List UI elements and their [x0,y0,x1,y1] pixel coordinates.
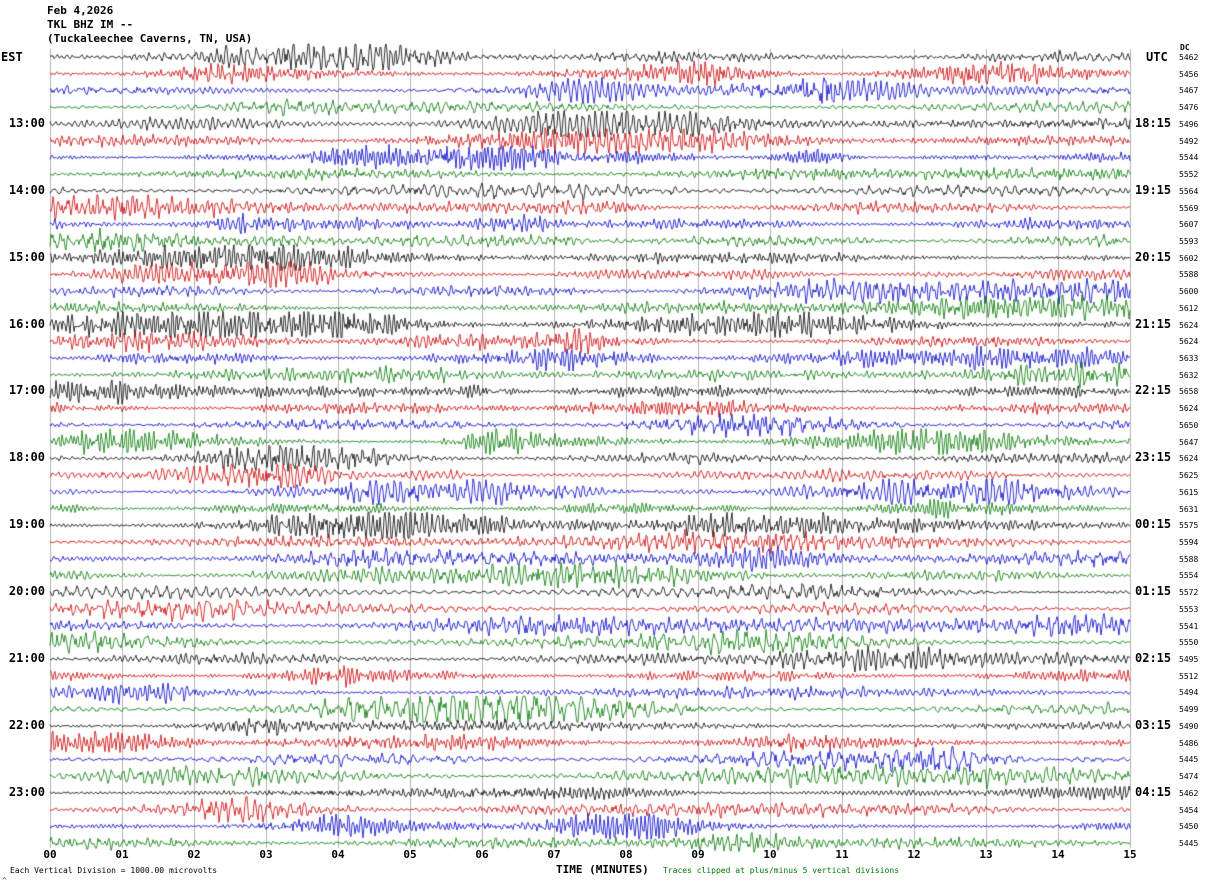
dc-value: 5554 [1179,571,1199,581]
x-tick: 03 [259,848,273,861]
header-date: Feb 4,2026 [47,4,114,17]
x-tick: 12 [907,848,921,861]
dc-value: 5467 [1179,86,1199,96]
dc-value: 5445 [1179,838,1199,848]
utc-hour-label: 18:15 [1135,115,1172,130]
x-tick: 10 [763,848,777,861]
est-hour-label: 17:00 [8,383,45,398]
dc-value: 5647 [1179,437,1199,447]
est-hour-label: 21:00 [8,651,45,666]
dc-value: 5624 [1179,404,1199,414]
dc-value: 5553 [1179,604,1199,614]
x-tick: 06 [475,848,489,861]
clipping-note: Traces clipped at plus/minus 5 vertical … [663,866,900,875]
dc-value: 5486 [1179,738,1199,748]
header-station: TKL BHZ IM -- [47,18,134,31]
dc-value: 5462 [1179,788,1199,798]
dc-value: 5450 [1179,822,1199,832]
dc-value: 5544 [1179,153,1199,163]
dc-value: 5588 [1179,554,1199,564]
utc-hour-label: 02:15 [1135,651,1172,666]
dc-value: 5495 [1179,655,1199,665]
dc-value: 5490 [1179,721,1199,731]
x-tick: 07 [547,848,561,861]
dc-value: 5658 [1179,387,1199,397]
dc-value: 5494 [1179,688,1199,698]
est-hour-label: 22:00 [8,717,45,732]
dc-value: 5588 [1179,270,1199,280]
x-axis-label: TIME (MINUTES) [556,863,649,876]
dc-value: 5445 [1179,755,1199,765]
dc-value: 5624 [1179,454,1199,464]
utc-axis-label: UTC [1146,50,1168,64]
dc-value: 5624 [1179,320,1199,330]
x-tick: 01 [115,848,129,861]
dc-value: 5569 [1179,203,1199,213]
header: Feb 4,2026 TKL BHZ IM -- (Tuckaleechee C… [47,4,252,46]
dc-value: 5602 [1179,253,1199,263]
dc-value: 5499 [1179,705,1199,715]
utc-hour-label: 04:15 [1135,784,1172,799]
dc-value: 5454 [1179,805,1199,815]
dc-value: 5633 [1179,354,1199,363]
dc-value: 5462 [1179,53,1199,62]
dc-value: 5476 [1179,103,1199,113]
x-tick: 13 [979,848,993,861]
est-hour-label: 13:00 [8,115,45,130]
utc-hour-label: 01:15 [1135,584,1172,599]
dc-value: 5624 [1179,337,1199,347]
x-tick: 09 [691,848,705,861]
est-hour-label: 18:00 [8,450,45,465]
dc-value: 5512 [1179,671,1199,681]
dc-value: 5593 [1179,236,1199,246]
dc-value: 5492 [1179,136,1199,146]
dc-value: 5631 [1179,504,1199,514]
utc-hour-label: 19:15 [1135,182,1172,197]
dc-value: 5456 [1179,69,1199,79]
est-hour-label: 19:00 [8,517,45,532]
x-tick: 11 [835,848,849,861]
dc-value: 5607 [1179,220,1199,230]
utc-hour-label: 03:15 [1135,717,1172,732]
header-location: (Tuckaleechee Caverns, TN, USA) [47,32,253,45]
est-hour-label: 16:00 [8,316,45,331]
dc-value: 5615 [1179,487,1199,497]
x-tick: 08 [619,848,633,861]
est-hour-label: 15:00 [8,249,45,264]
dc-value: 5632 [1179,370,1199,380]
vertical-division-note: Each Vertical Division = 1000.00 microvo… [10,866,218,875]
x-tick: 02 [187,848,201,861]
x-tick: 15 [1123,848,1137,861]
dc-column-label: DC [1180,43,1190,52]
utc-hour-label: 21:15 [1135,316,1172,331]
x-tick: 00 [43,848,57,861]
dc-value: 5496 [1179,119,1199,129]
est-hour-label: 20:00 [8,584,45,599]
dc-value: 5600 [1179,287,1199,297]
dc-value: 5650 [1179,420,1199,430]
utc-hour-label: 20:15 [1135,249,1172,264]
dc-value: 5552 [1179,170,1199,180]
utc-hour-label: 22:15 [1135,383,1172,398]
x-tick: 14 [1051,848,1065,861]
est-hour-label: 23:00 [8,784,45,799]
est-hour-label: 14:00 [8,182,45,197]
est-axis-label: EST [1,50,23,64]
dc-value: 5564 [1179,186,1199,196]
dc-value: 5550 [1179,638,1199,648]
dc-value: 5572 [1179,588,1199,598]
x-tick: 05 [403,848,417,861]
dc-value: 5612 [1179,303,1199,313]
dc-value: 5625 [1179,471,1199,481]
dc-value: 5474 [1179,772,1199,782]
dc-value: 5541 [1179,621,1199,631]
dc-value: 5575 [1179,521,1199,531]
dc-value: 5594 [1179,537,1199,547]
corner-mark: ^ [2,876,7,885]
x-tick: 04 [331,848,345,861]
utc-hour-label: 23:15 [1135,450,1172,465]
utc-hour-label: 00:15 [1135,517,1172,532]
